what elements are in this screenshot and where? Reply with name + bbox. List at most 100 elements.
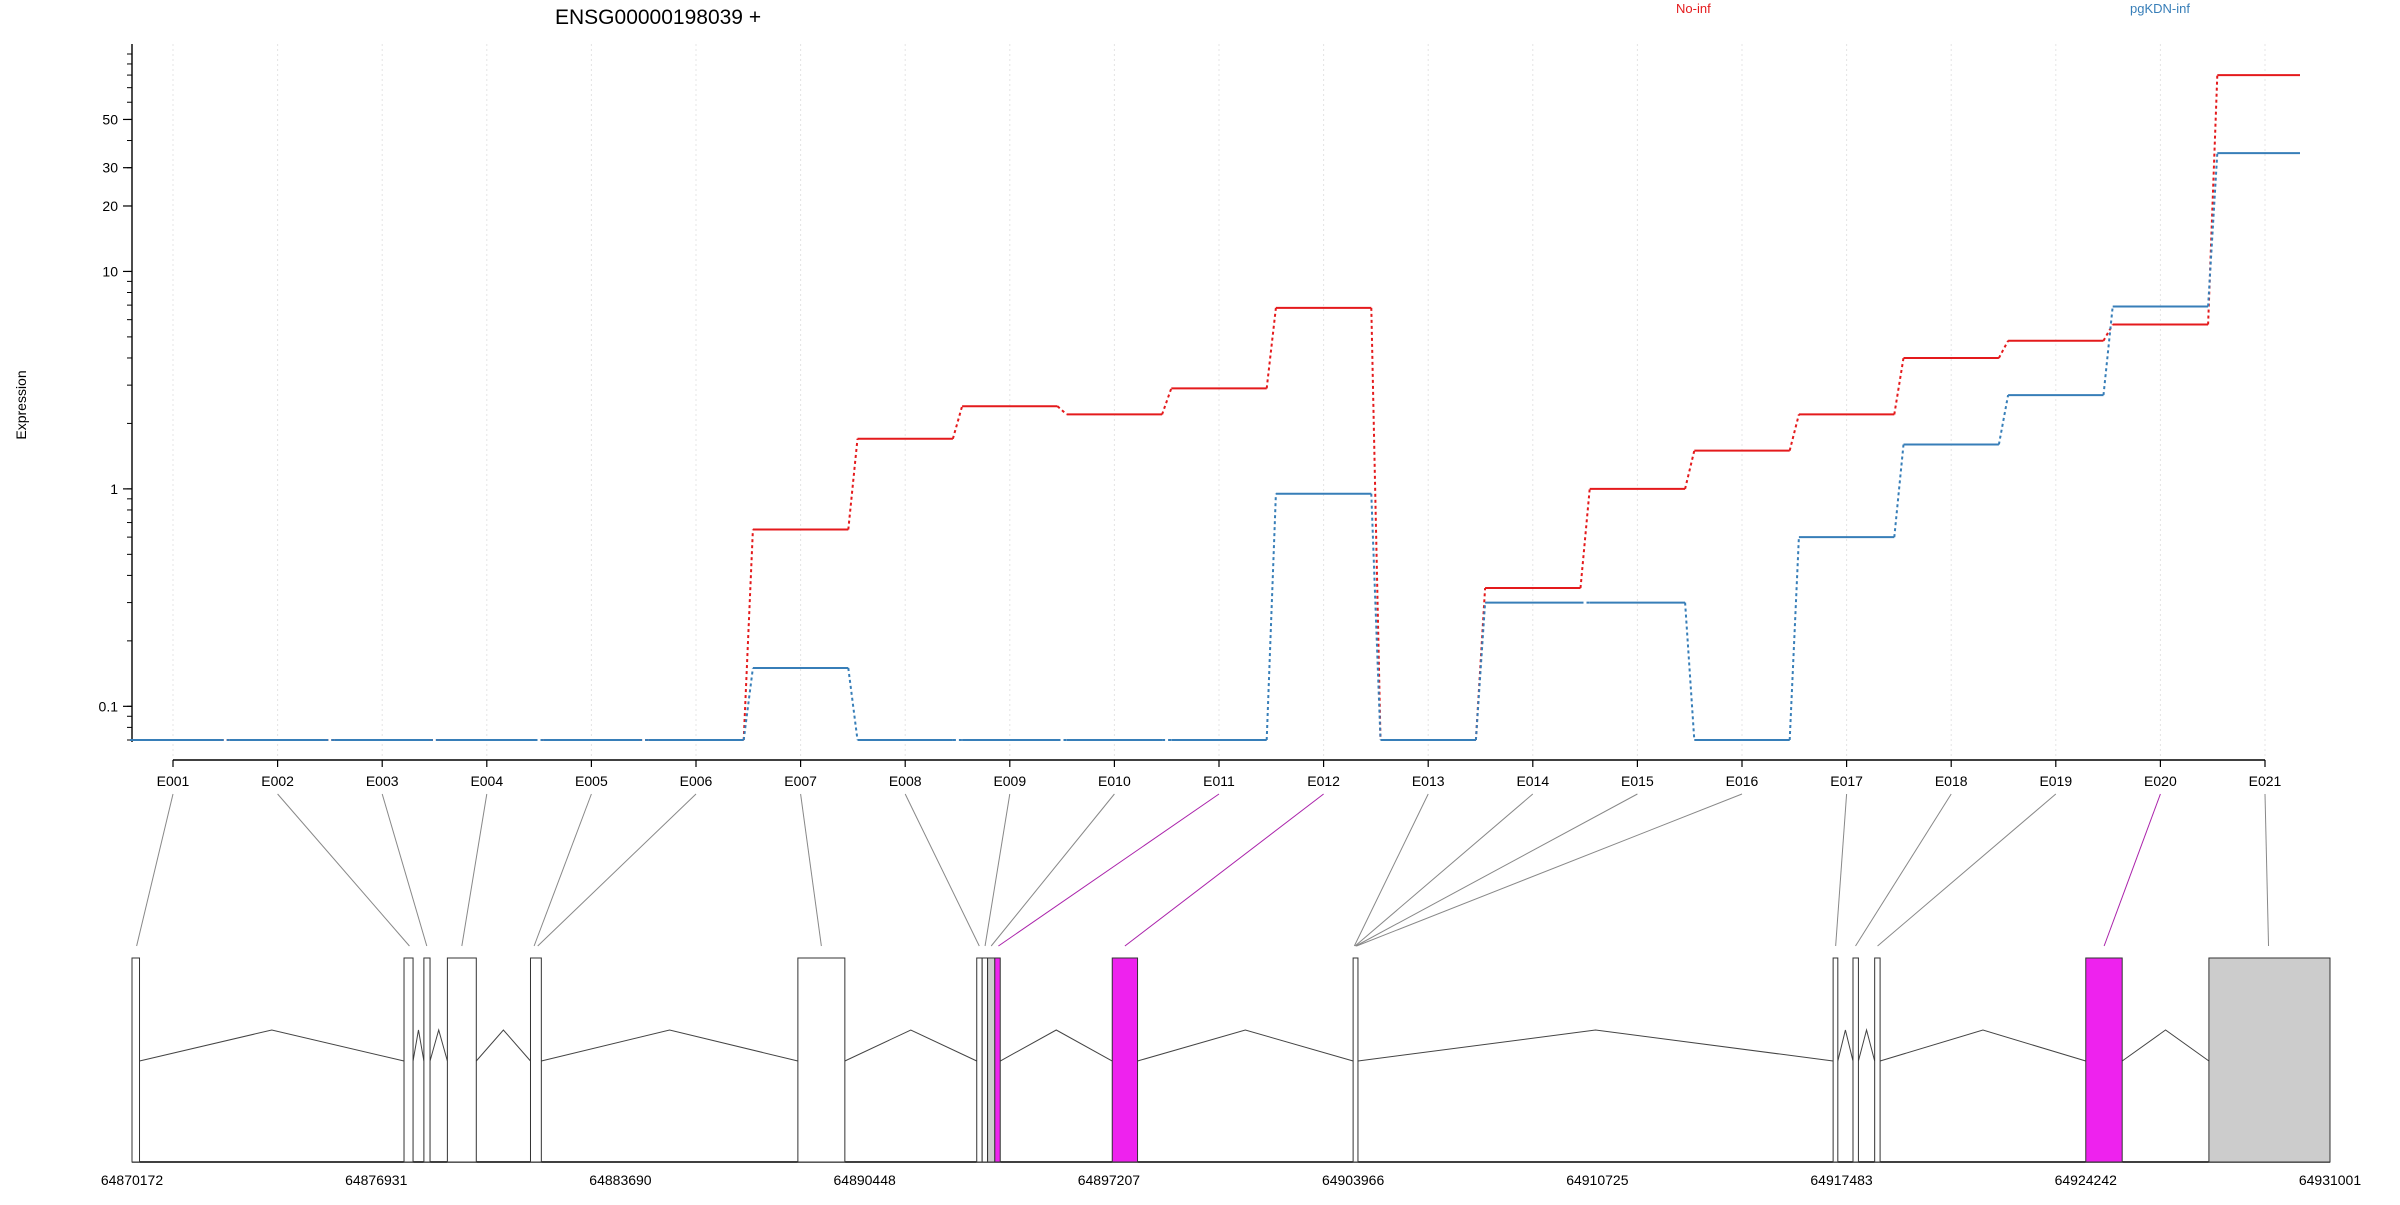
- exon-box: [446, 957, 477, 1163]
- genomic-coordinate-label: 64917483: [1810, 1172, 1873, 1188]
- exon-label-e011: E011: [1203, 773, 1235, 789]
- series-connector: [1161, 388, 1173, 415]
- exon-link-e019: [1877, 793, 2057, 947]
- exon-box: [1111, 957, 1139, 1163]
- exon-box: [423, 957, 431, 1163]
- exon-link-e007: [800, 793, 822, 947]
- exon-box: [2208, 957, 2331, 1163]
- intron: [1137, 1029, 1354, 1062]
- intron: [1857, 1028, 1876, 1062]
- exon-box: [2085, 957, 2123, 1163]
- exon-label-e020: E020: [2144, 773, 2177, 789]
- y-tick-label: 20: [102, 198, 118, 214]
- exon-box: [1852, 957, 1859, 1163]
- legend-pgkdn-inf: pgKDN-inf: [2130, 1, 2190, 16]
- intron: [1879, 1029, 2086, 1062]
- genomic-coordinate-label: 64924242: [2055, 1172, 2118, 1188]
- legend-no-inf: No-inf: [1676, 1, 1711, 16]
- exon-link-e006: [537, 793, 697, 947]
- exon-label-e015: E015: [1621, 773, 1654, 789]
- series-connector: [742, 667, 754, 741]
- exon-box: [987, 957, 996, 1163]
- exon-link-e014: [1354, 793, 1534, 947]
- exon-label-e008: E008: [889, 773, 922, 789]
- series-connector: [1474, 587, 1487, 741]
- series-connector: [1997, 394, 2010, 445]
- intron: [139, 1029, 405, 1062]
- genomic-coordinate-label: 64870172: [101, 1172, 164, 1188]
- genomic-coordinate-label: 64883690: [589, 1172, 652, 1188]
- exon-label-e007: E007: [784, 773, 817, 789]
- genomic-coordinate-label: 64931001: [2299, 1172, 2362, 1188]
- exon-link-e011: [998, 793, 1220, 947]
- exon-box: [994, 957, 1001, 1163]
- series-connector: [1684, 602, 1696, 741]
- gene-model-layer: 64870172 64876931 64883690 64890448 64897207…: [101, 957, 2362, 1188]
- series-connector: [1265, 493, 1277, 741]
- exon-box: [529, 957, 542, 1163]
- series-connector: [1893, 357, 1905, 415]
- exon-link-e017: [1835, 793, 1848, 947]
- exon-label-e009: E009: [993, 773, 1026, 789]
- genomic-coordinate-label: 64910725: [1566, 1172, 1629, 1188]
- intron: [999, 1029, 1113, 1062]
- exon-link-e013: [1353, 793, 1429, 947]
- exon-link-e003: [381, 793, 428, 947]
- intron: [412, 1029, 425, 1062]
- series-connector: [1893, 444, 1905, 538]
- exon-label-e001: E001: [157, 773, 190, 789]
- axes-layer: 0.1 1 10 20 30 50 E001 E002 E003 E004 E005 E006 E007…: [99, 44, 2282, 789]
- exon-box: [403, 957, 414, 1163]
- intron: [541, 1029, 798, 1062]
- y-tick-label: 50: [102, 111, 118, 127]
- exon-link-e021: [2264, 793, 2270, 947]
- genomic-coordinate-label: 64890448: [834, 1172, 897, 1188]
- exon-box: [976, 957, 983, 1163]
- series-connector: [1370, 307, 1382, 741]
- intron: [1837, 1029, 1854, 1062]
- exon-label-e021: E021: [2249, 773, 2282, 789]
- series-connector: [1474, 602, 1487, 741]
- exon-box: [131, 957, 141, 1163]
- exon-label-e018: E018: [1935, 773, 1968, 789]
- exon-label-e014: E014: [1516, 773, 1549, 789]
- exon-link-e015: [1355, 793, 1638, 947]
- series-connector: [1788, 537, 1800, 741]
- exon-link-e016: [1356, 793, 1743, 947]
- genomic-coordinate-label: 64903966: [1322, 1172, 1385, 1188]
- exon-box: [1352, 957, 1359, 1163]
- exon-box: [1832, 957, 1839, 1163]
- exon-label-e010: E010: [1098, 773, 1131, 789]
- y-axis-label: Expression: [13, 370, 29, 439]
- intron: [2121, 1029, 2210, 1062]
- exon-label-e003: E003: [366, 773, 399, 789]
- y-tick-label: 30: [102, 160, 118, 176]
- exon-links-layer: [136, 793, 2270, 947]
- exon-label-e004: E004: [470, 773, 503, 789]
- exon-link-e020: [2103, 793, 2161, 947]
- exon-box: [981, 957, 989, 1163]
- exon-label-e005: E005: [575, 773, 608, 789]
- series-connector: [1056, 405, 1068, 416]
- exon-link-e010: [990, 793, 1115, 947]
- series-connector: [1265, 307, 1277, 389]
- series-connector: [1579, 488, 1591, 589]
- exon-link-e012: [1124, 793, 1324, 947]
- series-connector: [1998, 340, 2009, 359]
- exon-link-e001: [136, 793, 174, 947]
- series-connector: [951, 405, 964, 440]
- intron: [1357, 1029, 1834, 1062]
- exon-link-e018: [1855, 793, 1952, 947]
- series-connector: [1788, 414, 1800, 451]
- exon-label-e012: E012: [1307, 773, 1340, 789]
- series-pgkdn-inf: [130, 152, 2300, 741]
- series-connector: [1684, 450, 1696, 490]
- series-connector: [847, 667, 859, 741]
- series-connector: [847, 438, 859, 530]
- y-tick-label: 10: [102, 263, 118, 279]
- grid-layer: [172, 44, 2266, 760]
- exon-label-e019: E019: [2039, 773, 2072, 789]
- series-connector: [2207, 153, 2219, 307]
